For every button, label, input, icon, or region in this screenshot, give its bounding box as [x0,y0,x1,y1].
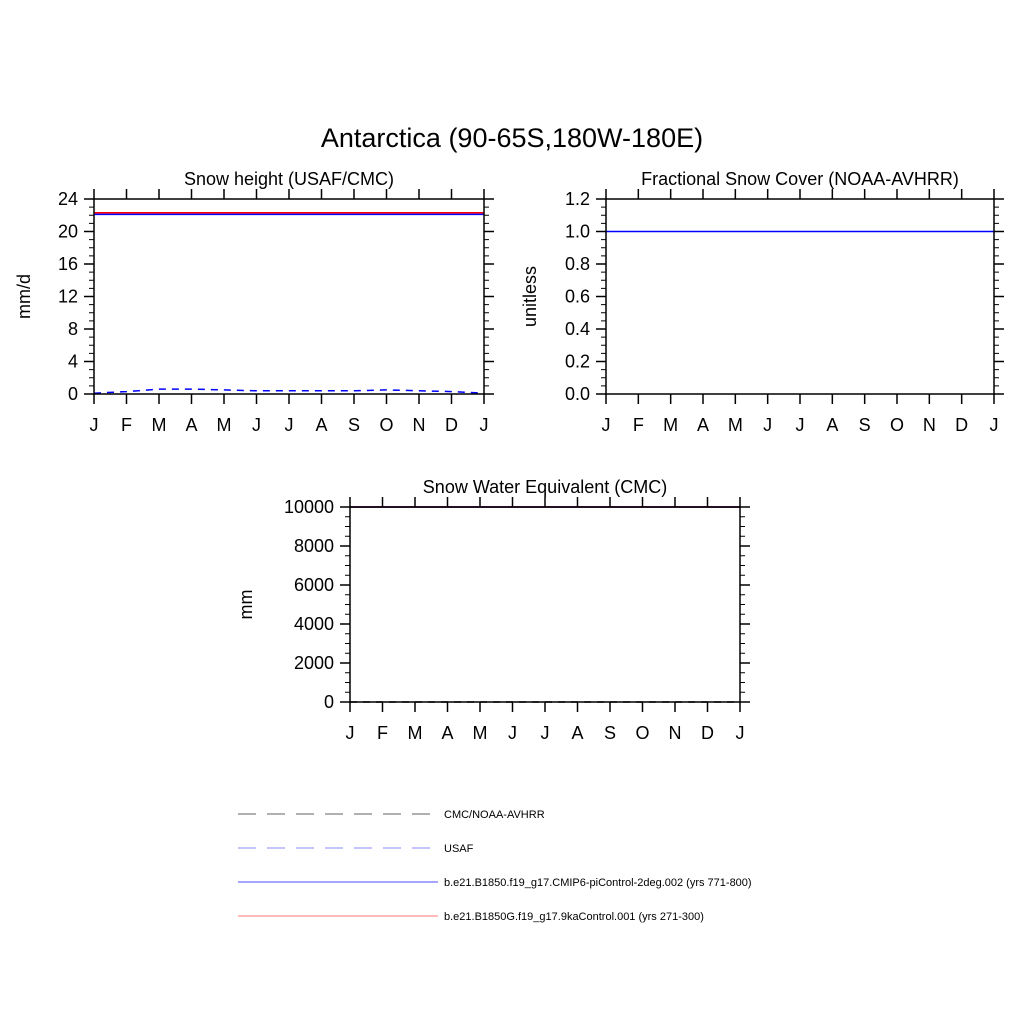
y-axis-label: mm [236,590,256,620]
y-tick-label: 16 [58,254,78,274]
x-tick-label: J [480,415,489,435]
x-tick-label: A [571,723,583,743]
x-tick-label: S [604,723,616,743]
plot-frame [605,198,995,395]
y-axis-label: unitless [520,266,540,327]
x-tick-label: O [890,415,904,435]
y-tick-label: 0.2 [565,352,590,372]
x-tick-label: A [826,415,838,435]
panel-3: Snow Water Equivalent (CMC) mm 0 2000 4000 60… [236,477,750,743]
x-tick-label: J [508,723,517,743]
x-tick-label: J [252,415,261,435]
x-tick-label: A [315,415,327,435]
x-tick-label: O [635,723,649,743]
y-tick-label: 0 [68,384,78,404]
x-tick-label: N [923,415,936,435]
y-tick-label: 0.0 [565,384,590,404]
x-tick-label: A [185,415,197,435]
x-tick-label: D [445,415,458,435]
legend-label: b.e21.B1850.f19_g17.CMIP6-piControl-2deg… [444,877,752,889]
x-tick-label: S [859,415,871,435]
legend-label: USAF [444,843,474,855]
y-tick-label: 24 [58,189,78,209]
x-tick-label: M [728,415,743,435]
legend-label: b.e21.B1850G.f19_g17.9kaControl.001 (yrs… [444,911,704,923]
legend: CMC/NOAA-AVHRR USAF b.e21.B1850.f19_g17.CM… [238,809,752,923]
plot-frame [349,506,741,703]
series-line [93,388,485,394]
figure-title: Antarctica (90-65S,180W-180E) [321,123,703,153]
x-tick-label: A [697,415,709,435]
x-tick-label: M [152,415,167,435]
x-tick-label: M [473,723,488,743]
x-tick-label: J [763,415,772,435]
y-tick-label: 8 [68,319,78,339]
legend-label: CMC/NOAA-AVHRR [444,809,545,821]
panel-2: Fractional Snow Cover (NOAA-AVHRR) unitle… [520,169,1004,435]
x-tick-label: J [796,415,805,435]
x-tick-label: M [217,415,232,435]
plot-frame [93,198,485,395]
y-tick-label: 1.2 [565,189,590,209]
x-tick-label: J [90,415,99,435]
panel-title: Fractional Snow Cover (NOAA-AVHRR) [641,169,959,189]
x-tick-label: F [633,415,644,435]
x-tick-label: N [413,415,426,435]
x-tick-label: F [377,723,388,743]
x-tick-label: A [441,723,453,743]
x-tick-label: J [736,723,745,743]
x-tick-label: S [348,415,360,435]
y-tick-label: 0 [324,692,334,712]
x-tick-label: M [663,415,678,435]
x-tick-label: J [602,415,611,435]
x-tick-label: J [541,723,550,743]
x-tick-label: J [346,723,355,743]
x-tick-label: O [379,415,393,435]
y-tick-label: 0.4 [565,319,590,339]
y-tick-label: 1.0 [565,222,590,242]
y-tick-label: 4000 [294,614,334,634]
y-tick-label: 4 [68,352,78,372]
y-tick-label: 12 [58,287,78,307]
x-tick-label: J [285,415,294,435]
x-tick-label: D [701,723,714,743]
panel-title: Snow Water Equivalent (CMC) [423,477,667,497]
panel-title: Snow height (USAF/CMC) [184,169,394,189]
y-tick-label: 10000 [284,497,334,517]
x-tick-label: D [955,415,968,435]
y-tick-label: 8000 [294,536,334,556]
y-tick-label: 20 [58,222,78,242]
y-tick-label: 6000 [294,575,334,595]
y-tick-label: 0.8 [565,254,590,274]
y-tick-label: 0.6 [565,287,590,307]
x-tick-label: F [121,415,132,435]
y-tick-label: 2000 [294,653,334,673]
x-tick-label: J [990,415,999,435]
y-axis-label: mm/d [14,274,34,319]
x-tick-label: N [669,723,682,743]
x-tick-label: M [408,723,423,743]
